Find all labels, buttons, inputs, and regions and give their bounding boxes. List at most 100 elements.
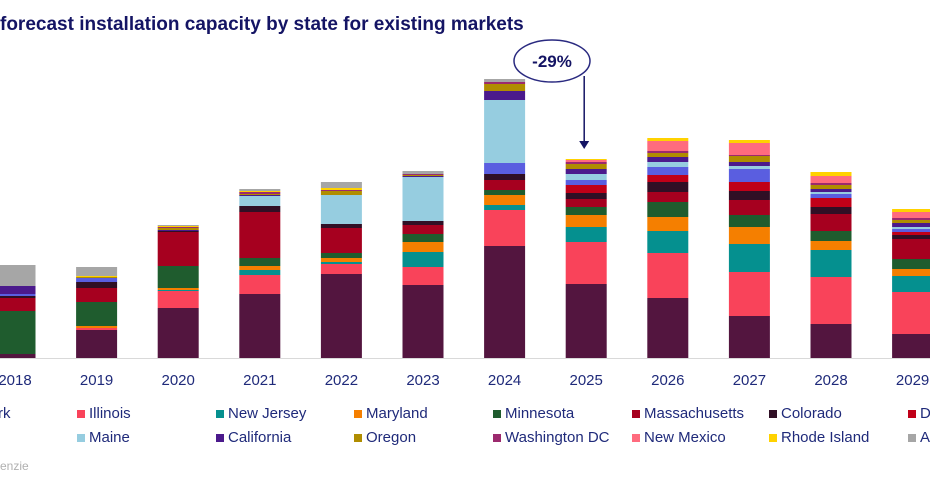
legend-swatch xyxy=(216,409,224,418)
legend-item: California xyxy=(216,429,291,446)
bar-segment-2022-Colorado xyxy=(320,224,362,228)
bar-segment-2019-Minnesota xyxy=(76,302,118,326)
bar-segment-2025-rk xyxy=(565,284,607,358)
bar-segment-2022-Oregon xyxy=(320,191,362,195)
bar-segment-2026-De xyxy=(647,175,689,182)
bar-segment-2025-Illinois xyxy=(565,242,607,284)
legend-label: rk xyxy=(0,405,11,422)
bar-segment-2023-Oregon xyxy=(402,175,444,176)
bar-segment-2029-New Jersey xyxy=(892,276,930,292)
bar-segment-2029-Massachusetts xyxy=(892,239,930,259)
bar-segment-2021-Colorado xyxy=(239,206,281,212)
bar-segment-2025-Minnesota xyxy=(565,207,607,215)
x-tick-label: 2023 xyxy=(406,372,439,389)
bar-segment-2024-Washington DC xyxy=(484,82,526,84)
bar-segment-2018-California xyxy=(0,286,36,294)
bar-segment-2023-Massachusetts xyxy=(402,225,444,234)
bar-segment-2026-Washington DC xyxy=(647,151,689,153)
bar-segment-2028-Oregon xyxy=(810,185,852,189)
bar-segment-2029-California xyxy=(892,223,930,227)
bar-segment-2029-Oregon xyxy=(892,220,930,223)
bar-segment-2027-De xyxy=(728,182,770,191)
bar-segment-2029-Maryland xyxy=(892,269,930,276)
bar-segment-2018-rk xyxy=(0,354,36,358)
bar-segment-2029-Maine xyxy=(892,227,930,229)
bar-segment-2022-Maine xyxy=(320,195,362,224)
bar-segment-2026-New Mexico xyxy=(647,141,689,151)
legend-swatch xyxy=(493,433,501,442)
bar-segment-2026-Maryland xyxy=(647,217,689,231)
bar-segment-2020-Massachusetts xyxy=(157,232,199,266)
bar-segment-2026-Minnesota xyxy=(647,202,689,217)
bar-segment-2021-New Jersey xyxy=(239,270,281,275)
bar-segment-2028-Maryland xyxy=(810,241,852,250)
legend-item: Illinois xyxy=(77,405,131,422)
bar-segment-2021-Al xyxy=(239,189,281,191)
x-tick-label: 2025 xyxy=(570,372,603,389)
bar-segment-2019-Massachusetts xyxy=(76,288,118,302)
bar-segment-2019-Illinois xyxy=(76,328,118,330)
bar-segment-2019-rk xyxy=(76,330,118,358)
bar-segment-2029-series-8 xyxy=(892,229,930,232)
bar-segment-2028-Washington DC xyxy=(810,183,852,185)
legend-label: Maryland xyxy=(366,405,428,422)
bar-segment-2020-Washington DC xyxy=(157,227,199,228)
legend-item: De xyxy=(908,405,930,422)
legend-swatch xyxy=(769,433,777,442)
legend-label: New Mexico xyxy=(644,429,726,446)
bar-segment-2022-Al xyxy=(320,182,362,188)
bar-segment-2018-Al xyxy=(0,265,36,286)
x-tick-label: 2028 xyxy=(814,372,847,389)
bar-segment-2027-series-8 xyxy=(728,169,770,182)
bar-segment-2018-Minnesota xyxy=(0,311,36,354)
bar-segment-2027-Maine xyxy=(728,166,770,169)
legend-swatch xyxy=(632,409,640,418)
bar-segment-2028-series-8 xyxy=(810,194,852,198)
bar-segment-2021-Washington DC xyxy=(239,192,281,194)
bar-segment-2023-Minnesota xyxy=(402,234,444,242)
bar-segment-2029-Illinois xyxy=(892,292,930,334)
bar-segment-2029-De xyxy=(892,232,930,235)
bar-segment-2025-De xyxy=(565,185,607,193)
legend-swatch xyxy=(769,409,777,418)
legend-label: Massachusetts xyxy=(644,405,745,422)
bar-segment-2027-Washington DC xyxy=(728,155,770,156)
bar-segment-2029-Minnesota xyxy=(892,259,930,269)
legend-label: Illinois xyxy=(89,405,131,422)
legend-swatch xyxy=(354,409,362,418)
bar-segment-2023-Al xyxy=(402,171,444,174)
legend-swatch xyxy=(908,433,916,442)
legend-item: Maryland xyxy=(354,405,428,422)
x-tick-label: 2027 xyxy=(733,372,766,389)
x-tick-label: 2022 xyxy=(325,372,358,389)
bar-segment-2021-rk xyxy=(239,294,281,358)
bar-segment-2020-Rhode Island xyxy=(157,226,199,227)
x-tick-label: 2018 xyxy=(0,372,32,389)
legend-item: Maine xyxy=(77,429,130,446)
bar-segment-2019-Maryland xyxy=(76,326,118,328)
bar-segment-2029-Colorado xyxy=(892,235,930,239)
arrow-head-icon xyxy=(579,141,590,149)
bar-segment-2028-Massachusetts xyxy=(810,214,852,231)
legend-item: Washington DC xyxy=(493,429,610,446)
x-tick-label: 2029 xyxy=(896,372,929,389)
bar-segment-2024-Al xyxy=(484,79,526,82)
bar-segment-2023-New Jersey xyxy=(402,252,444,267)
bar-segment-2028-Maine xyxy=(810,192,852,194)
legend-swatch xyxy=(908,409,916,418)
bar-segment-2019-Oregon xyxy=(76,277,118,278)
bar-segment-2023-Maine xyxy=(402,177,444,221)
bar-segment-2021-Massachusetts xyxy=(239,212,281,258)
bar-segment-2025-California xyxy=(565,169,607,174)
legend-item: Oregon xyxy=(354,429,416,446)
bar-segment-2028-De xyxy=(810,198,852,207)
bar-segment-2024-Massachusetts xyxy=(484,180,526,190)
bar-segment-2026-Rhode Island xyxy=(647,138,689,141)
bar-segment-2027-Colorado xyxy=(728,191,770,200)
legend-swatch xyxy=(354,433,362,442)
legend-item: New Jersey xyxy=(216,405,306,422)
legend-swatch xyxy=(493,409,501,418)
legend-item: rk xyxy=(0,405,11,422)
legend-label: Colorado xyxy=(781,405,842,422)
legend-label: Maine xyxy=(89,429,130,446)
